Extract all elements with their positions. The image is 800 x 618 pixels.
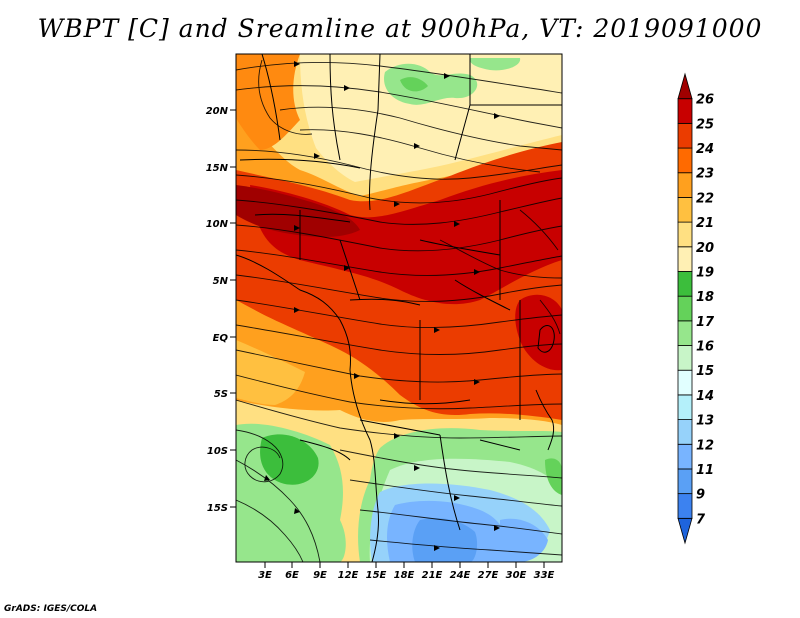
colorbar-label: 20 [696,241,714,256]
colorbar-label: 22 [696,191,714,206]
lon-ticks [264,562,545,568]
colorbar-swatch [677,221,693,248]
lon-label: 18E [394,570,415,581]
colorbar-label: 11 [696,463,714,478]
stream-arrows [264,61,500,551]
lon-label: 30E [506,570,527,581]
colorbar-swatch [677,419,693,445]
colorbar-swatch [677,98,693,124]
chart-title: WBPT [C] and Sreamline at 900hPa, VT: 20… [37,14,763,43]
colorbar-label: 9 [696,488,705,503]
colorbar-label: 12 [696,438,714,453]
colorbar-swatch [677,394,693,420]
colorbar-label: 19 [696,265,714,280]
wbpt-field [236,54,562,562]
lat-label: 15S [207,503,228,514]
lon-label: 12E [338,570,359,581]
colorbar-swatch [677,443,693,470]
lon-label: 24E [450,570,471,581]
colorbar-label: 18 [696,290,714,305]
lon-label: 15E [366,570,387,581]
colorbar-swatch [677,147,693,174]
lon-label: 21E [422,570,443,581]
colorbar-swatch [677,246,693,272]
nw-orange [236,54,300,150]
lat-label: EQ [213,333,229,344]
colorbar-label: 23 [696,167,714,182]
lat-label: 10N [206,219,229,230]
colorbar-swatch [677,369,693,396]
credit-label: GrADS: IGES/COLA [4,604,98,614]
colorbar: 7 9 11 12 13 14 15 16 17 18 19 20 21 22 23 24 25 26 [677,72,715,545]
colorbar-swatch [677,122,693,149]
colorbar-swatch [677,345,693,371]
north-green-patch [384,63,478,105]
colorbar-swatch [677,197,693,223]
colorbar-swatch [677,468,693,495]
colorbar-label: 21 [696,216,714,231]
streamlines [236,59,562,562]
colorbar-label: 13 [696,414,714,429]
colorbar-swatch [677,517,693,545]
colorbar-swatch [677,493,693,519]
map-frame [235,53,563,563]
colorbar-label: 26 [696,93,714,108]
colorbar-label: 14 [696,389,714,404]
lon-label: 6E [285,570,299,581]
north-pale-yellow [300,54,562,182]
colorbar-swatch [677,320,693,346]
lat-label: 15N [206,163,229,174]
lat-label: 5S [214,389,228,400]
colorbar-swatch [677,295,693,322]
lon-label: 27E [478,570,499,581]
colorbar-label: 25 [696,117,714,132]
lon-label: 3E [258,570,272,581]
lat-label: 20N [206,106,229,117]
colorbar-label: 16 [696,340,714,355]
borders [236,54,562,562]
colorbar-swatch [677,172,693,198]
lat-label: 5N [213,276,229,287]
lat-ticks [230,109,236,508]
colorbar-label: 17 [696,315,715,330]
colorbar-label: 7 [696,512,706,527]
lat-label: 10S [207,446,228,457]
lon-label: 33E [534,570,555,581]
colorbar-swatch [677,271,693,297]
colorbar-swatch [677,72,693,100]
colorbar-label: 15 [696,364,714,379]
colorbar-label: 24 [696,142,714,157]
lon-label: 9E [313,570,327,581]
